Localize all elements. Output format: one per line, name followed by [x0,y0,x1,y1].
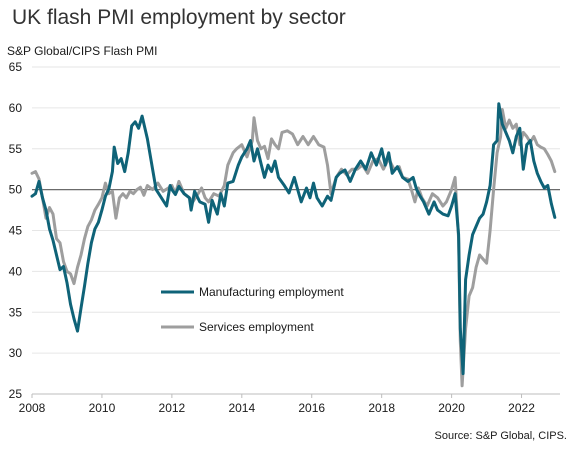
chart-source: Source: S&P Global, CIPS. [434,430,567,442]
x-tick-label: 2012 [159,401,186,415]
services-employment-line [30,108,557,388]
y-tick-label: 35 [9,305,23,319]
x-tick-label: 2008 [19,401,46,415]
y-axis: 25 30 35 40 45 50 55 60 65 [9,60,23,401]
x-axis: 2008 2010 2012 2014 2016 2018 2020 2022 [19,393,560,415]
x-tick-label: 2010 [89,401,116,415]
x-tick-label: 2016 [298,401,325,415]
y-tick-label: 55 [9,142,23,156]
y-tick-label: 30 [9,346,23,360]
chart-title: UK flash PMI employment by sector [12,6,346,29]
x-tick-label: 2014 [228,401,255,415]
y-tick-label: 50 [9,183,23,197]
gridlines [32,66,560,395]
y-tick-label: 45 [9,224,23,238]
legend-label: Manufacturing employment [199,285,344,299]
x-tick-label: 2018 [368,401,395,415]
chart-subtitle: S&P Global/CIPS Flash PMI [7,44,158,58]
y-tick-label: 60 [9,101,23,115]
x-tick-label: 2022 [508,401,535,415]
manufacturing-employment-line [30,102,557,376]
x-tick-label: 2020 [438,401,465,415]
y-tick-label: 40 [9,264,23,278]
legend-label: Services employment [199,320,314,334]
legend: Manufacturing employment Services employm… [161,285,344,334]
y-tick-label: 65 [9,60,23,74]
series-lines [30,102,557,388]
y-tick-label: 25 [9,387,23,401]
